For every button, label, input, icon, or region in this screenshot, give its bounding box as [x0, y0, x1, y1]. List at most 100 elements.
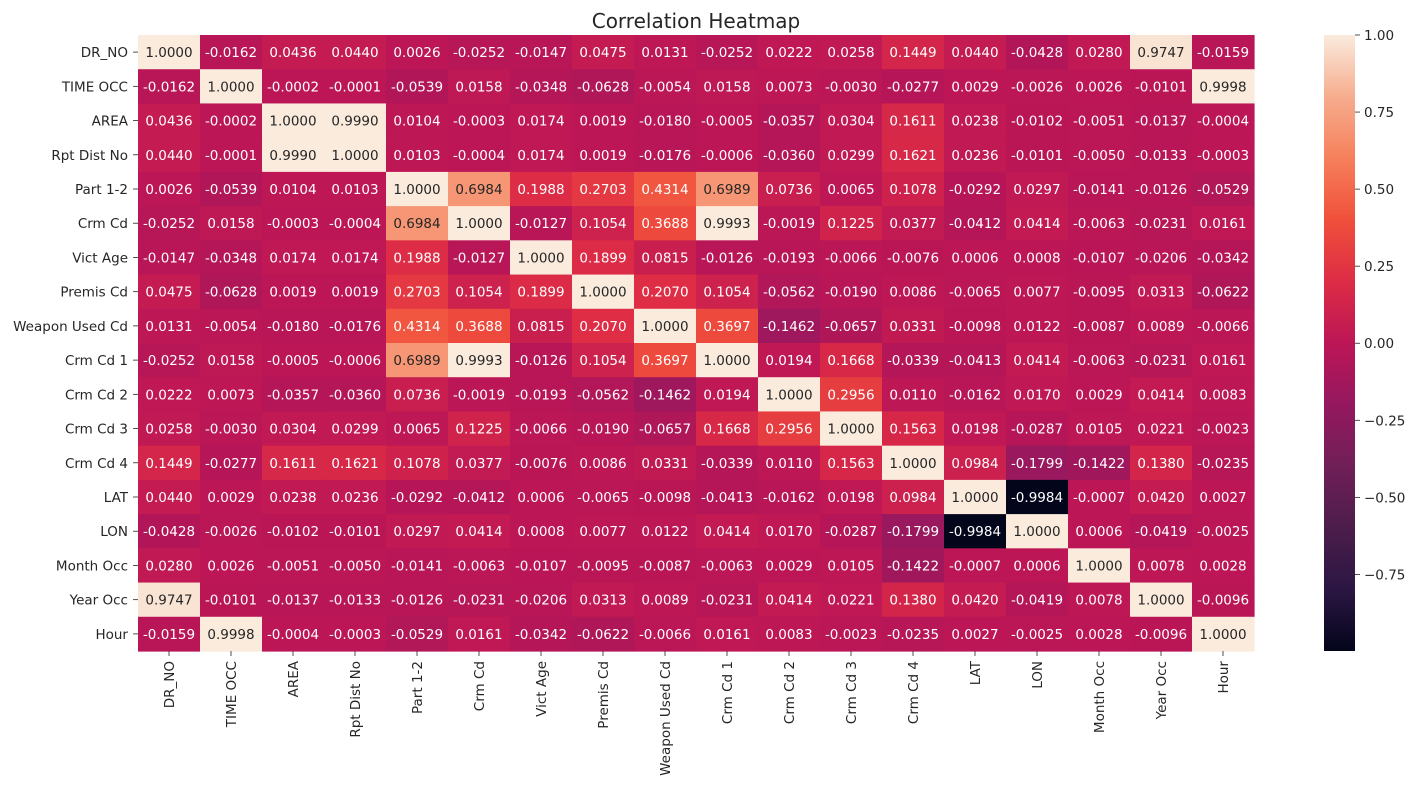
heatmap-cell-crm-cd-2-dr-no	[138, 377, 201, 413]
heatmap-cell-dr-no-area	[262, 35, 325, 70]
heatmap-cell-crm-cd-crm-cd-4	[882, 206, 945, 241]
cell-value-label: -0.0287	[825, 524, 877, 540]
y-tick-label-premis-cd: Premis Cd	[60, 285, 128, 301]
cell-value-label: -0.0657	[825, 319, 877, 335]
heatmap-cell-year-occ-year-occ	[1130, 582, 1193, 618]
heatmap-cell-vict-age-area	[262, 240, 325, 276]
heatmap-cell-month-occ-vict-age	[510, 548, 573, 584]
heatmap-cell-crm-cd-vict-age	[510, 206, 573, 241]
x-tick-label-crm-cd-2: Crm Cd 2	[782, 661, 798, 724]
heatmap-cell-time-occ-crm-cd-2	[758, 69, 821, 105]
heatmap-cell-crm-cd-1-lat	[944, 343, 1007, 378]
heatmap-cell-year-occ-weapon-used-cd	[634, 582, 697, 618]
heatmap-cell-crm-cd-part-1-2	[386, 206, 449, 241]
heatmap-cell-month-occ-crm-cd-3	[820, 548, 883, 584]
heatmap-cell-rpt-dist-no-part-1-2	[386, 137, 449, 173]
heatmap-cell-month-occ-time-occ	[200, 548, 263, 584]
cell-value-label: -0.0231	[1135, 353, 1187, 369]
heatmap-cell-area-dr-no	[138, 103, 201, 139]
heatmap-cell-time-occ-year-occ	[1130, 69, 1193, 105]
cell-value-label: -0.1462	[763, 319, 815, 335]
cell-value-label: 0.0420	[1137, 490, 1184, 506]
cell-value-label: 0.0475	[579, 45, 626, 61]
cell-value-label: -0.0562	[763, 285, 815, 301]
cell-value-label: 0.1054	[579, 216, 626, 232]
heatmap-cell-weapon-used-cd-weapon-used-cd	[634, 308, 697, 344]
heatmap-cell-weapon-used-cd-area	[262, 308, 325, 344]
cell-value-label: 0.0158	[207, 216, 254, 232]
cell-value-label: 0.0026	[207, 558, 254, 574]
cell-value-label: -0.0051	[267, 558, 319, 574]
heatmap-cell-premis-cd-vict-age	[510, 274, 573, 310]
cell-value-label: 1.0000	[1075, 558, 1122, 574]
y-axis-tick-labels: DR_NO TIME OCC AREA Rpt Dist No Part 1-2 Crm …	[13, 45, 138, 643]
heatmap-cell-crm-cd-weapon-used-cd	[634, 206, 697, 241]
heatmap-cell-area-year-occ	[1130, 103, 1193, 139]
cell-value-label: -0.0066	[515, 422, 567, 438]
cell-value-label: 0.6984	[455, 182, 502, 198]
cell-value-label: -0.0141	[391, 558, 443, 574]
cell-value-label: -0.0628	[577, 79, 629, 95]
heatmap-cell-vict-age-year-occ	[1130, 240, 1193, 276]
cell-value-label: 0.0313	[579, 593, 626, 609]
heatmap-cell-premis-cd-crm-cd-4	[882, 274, 945, 310]
heatmap-cell-crm-cd-1-hour	[1192, 343, 1255, 378]
heatmap-cell-crm-cd-3-time-occ	[200, 411, 263, 447]
heatmap-cell-crm-cd-3-rpt-dist-no	[324, 411, 387, 447]
cell-value-label: 0.0258	[145, 422, 192, 438]
cell-value-label: 0.0078	[1075, 593, 1122, 609]
cell-value-label: -0.0231	[453, 593, 505, 609]
cell-value-label: -0.0176	[639, 148, 691, 164]
cell-value-label: 0.1054	[703, 285, 750, 301]
cell-value-label: 0.1078	[889, 182, 936, 198]
y-tick-label-part-1-2: Part 1-2	[75, 182, 128, 198]
colorbar-tick-label: −0.25	[1364, 413, 1405, 429]
cell-value-label: 0.9993	[455, 353, 502, 369]
cell-value-label: -0.0180	[267, 319, 319, 335]
heatmap-cell-dr-no-time-occ	[200, 35, 263, 70]
heatmap-cell-rpt-dist-no-crm-cd-4	[882, 137, 945, 173]
cell-value-label: 0.0198	[827, 490, 874, 506]
heatmap-cell-rpt-dist-no-crm-cd-3	[820, 137, 883, 173]
cell-value-label: 0.0174	[517, 114, 564, 130]
x-tick-label-vict-age: Vict Age	[534, 661, 550, 717]
heatmap-cell-rpt-dist-no-crm-cd-2	[758, 137, 821, 173]
cell-value-label: 0.0194	[703, 387, 750, 403]
heatmap-cell-part-1-2-lon	[1006, 171, 1069, 207]
colorbar: 1.00 0.75 0.50 0.25 0.00 −0.25 −0.50 −0.75	[1324, 28, 1405, 651]
x-axis-tick-labels: DR_NO TIME OCC AREA Rpt Dist No Part 1-2 Crm …	[162, 651, 1232, 776]
heatmap-cell-part-1-2-year-occ	[1130, 171, 1193, 207]
heatmap-cell-crm-cd-1-vict-age	[510, 343, 573, 378]
heatmap-cell-premis-cd-area	[262, 274, 325, 310]
cell-value-label: -0.0428	[143, 524, 195, 540]
heatmap-cell-weapon-used-cd-premis-cd	[572, 308, 635, 344]
cell-value-label: -0.0412	[949, 216, 1001, 232]
cell-value-label: -0.0095	[1073, 285, 1125, 301]
heatmap-cell-time-occ-lat	[944, 69, 1007, 105]
y-tick-label-lon: LON	[100, 524, 128, 540]
heatmap-cell-dr-no-crm-cd	[448, 35, 511, 70]
cell-value-label: 0.1225	[455, 422, 502, 438]
cell-value-label: 0.2070	[579, 319, 626, 335]
cell-value-label: 0.0736	[393, 387, 440, 403]
heatmap-cell-crm-cd-2-rpt-dist-no	[324, 377, 387, 413]
heatmap-cell-area-crm-cd-3	[820, 103, 883, 139]
cell-value-label: 0.0089	[641, 593, 688, 609]
cell-value-label: 0.1668	[703, 422, 750, 438]
cell-value-label: 0.3688	[641, 216, 688, 232]
heatmap-cell-crm-cd-1-month-occ	[1068, 343, 1131, 378]
cell-value-label: 0.3697	[641, 353, 688, 369]
heatmap-cell-part-1-2-area	[262, 171, 325, 207]
heatmap-cell-weapon-used-cd-crm-cd-1	[696, 308, 759, 344]
heatmap-cell-lat-crm-cd-4	[882, 479, 945, 515]
cell-value-label: 1.0000	[207, 79, 254, 95]
heatmap-cell-rpt-dist-no-crm-cd-1	[696, 137, 759, 173]
heatmap-cell-crm-cd-1-crm-cd-3	[820, 343, 883, 378]
heatmap-cell-part-1-2-vict-age	[510, 171, 573, 207]
cell-value-label: 0.2956	[765, 422, 812, 438]
heatmap-cell-lon-time-occ	[200, 514, 263, 549]
heatmap-cell-crm-cd-4-lat	[944, 445, 1007, 481]
heatmap-cell-crm-cd-lat	[944, 206, 1007, 241]
cell-value-label: 0.0280	[1075, 45, 1122, 61]
heatmap-cell-crm-cd-1-part-1-2	[386, 343, 449, 378]
